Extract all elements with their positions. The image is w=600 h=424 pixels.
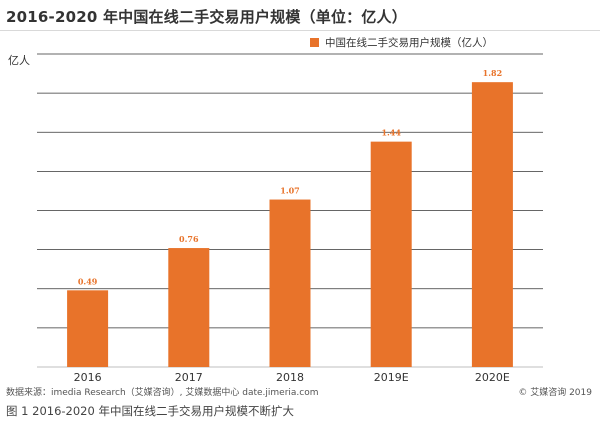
legend-label: 中国在线二手交易用户规模（亿人） [325, 37, 493, 49]
y-axis-label: 亿人 [8, 54, 30, 67]
figure-caption: 图 1 2016-2020 年中国在线二手交易用户规模不断扩大 [6, 404, 294, 418]
bar-2016 [67, 290, 109, 367]
chart-title: 2016-2020 年中国在线二手交易用户规模（单位：亿人） [6, 8, 407, 26]
data-label-2019E: 1.44 [381, 128, 401, 138]
bar-2020E [471, 82, 513, 368]
data-labels: 0.49 0.76 1.07 1.44 1.82 [78, 68, 502, 286]
bar-2019E [370, 141, 412, 367]
copyright-note: © 艾媒咨询 2019 [518, 388, 592, 398]
bar-2017 [168, 248, 210, 367]
bars [67, 82, 513, 368]
legend-swatch [310, 38, 319, 47]
x-tick-2017: 2017 [175, 371, 203, 384]
title-divider [0, 30, 600, 31]
data-label-2018: 1.07 [280, 186, 299, 196]
source-note: 数据来源：imedia Research（艾媒咨询）, 艾媒数据中心 date.… [6, 388, 319, 398]
bar-2018 [269, 199, 311, 367]
x-tick-2020E: 2020E [475, 371, 510, 384]
data-label-2020E: 1.82 [483, 68, 502, 78]
data-label-2016: 0.49 [78, 276, 98, 286]
data-label-2017: 0.76 [179, 234, 199, 244]
x-tick-2018: 2018 [276, 371, 304, 384]
x-tick-labels: 2016 2017 2018 2019E 2020E [74, 371, 510, 384]
legend: 中国在线二手交易用户规模（亿人） [310, 35, 493, 50]
x-tick-2019E: 2019E [374, 371, 409, 384]
x-tick-2016: 2016 [74, 371, 102, 384]
